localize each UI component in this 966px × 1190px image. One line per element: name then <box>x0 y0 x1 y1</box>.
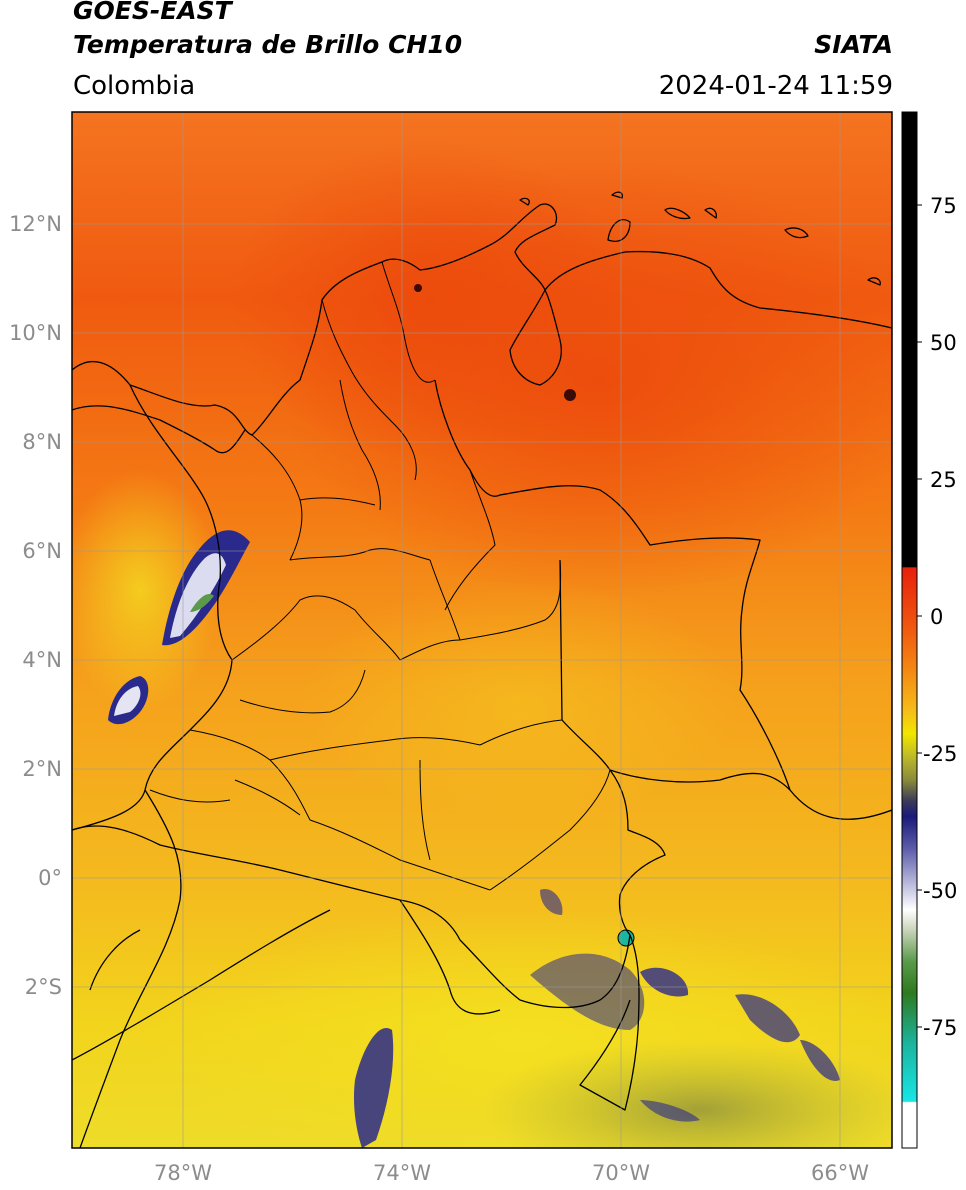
lon-tick-label: 74°W <box>373 1161 431 1185</box>
colorbar-tick-label: 0 <box>930 605 943 629</box>
satellite-title: GOES-EAST <box>73 0 232 25</box>
colorbar: 75 50 25 0 -25 -50 -75 <box>901 111 957 1149</box>
lat-tick-label: 12°N <box>9 212 62 236</box>
lat-tick-labels: 12°N 10°N 8°N 6°N 4°N 2°N 0° 2°S <box>9 212 62 999</box>
warm-region <box>230 140 630 460</box>
colorbar-tick-label: -75 <box>923 1016 957 1040</box>
colorbar-tick-label: 50 <box>930 331 957 355</box>
lat-tick-label: 10°N <box>9 321 62 345</box>
colorbar-scale <box>901 111 918 1149</box>
graticule <box>72 112 892 1148</box>
lat-tick-label: 4°N <box>22 648 62 672</box>
product-title: Temperatura de Brillo CH10 <box>73 30 463 59</box>
department-borders <box>149 261 611 891</box>
lat-tick-label: 8°N <box>22 430 62 454</box>
lat-tick-label: 2°S <box>25 975 62 999</box>
agency-label: SIATA <box>814 30 893 59</box>
colorbar-tick-label: -50 <box>923 879 957 903</box>
region-label: Colombia <box>73 71 196 101</box>
borders <box>72 191 892 1148</box>
lon-tick-label: 70°W <box>592 1161 650 1185</box>
colorbar-tick-label: -25 <box>923 742 957 766</box>
map-frame <box>71 111 893 1149</box>
lat-tick-label: 2°N <box>22 757 62 781</box>
cloud-tops <box>108 284 840 1148</box>
lat-tick-label: 0° <box>38 866 62 890</box>
colorbar-tick-label: 75 <box>930 194 957 218</box>
lon-tick-label: 78°W <box>154 1161 212 1185</box>
datetime-label: 2024-01-24 11:59 <box>658 71 893 101</box>
lon-tick-label: 66°W <box>811 1161 869 1185</box>
lon-tick-labels: 78°W 74°W 70°W 66°W <box>154 1161 869 1185</box>
lat-tick-label: 6°N <box>22 539 62 563</box>
cold-cloud-region <box>480 1040 892 1148</box>
mild-region <box>300 580 740 820</box>
colorbar-tick-label: 25 <box>930 468 957 492</box>
